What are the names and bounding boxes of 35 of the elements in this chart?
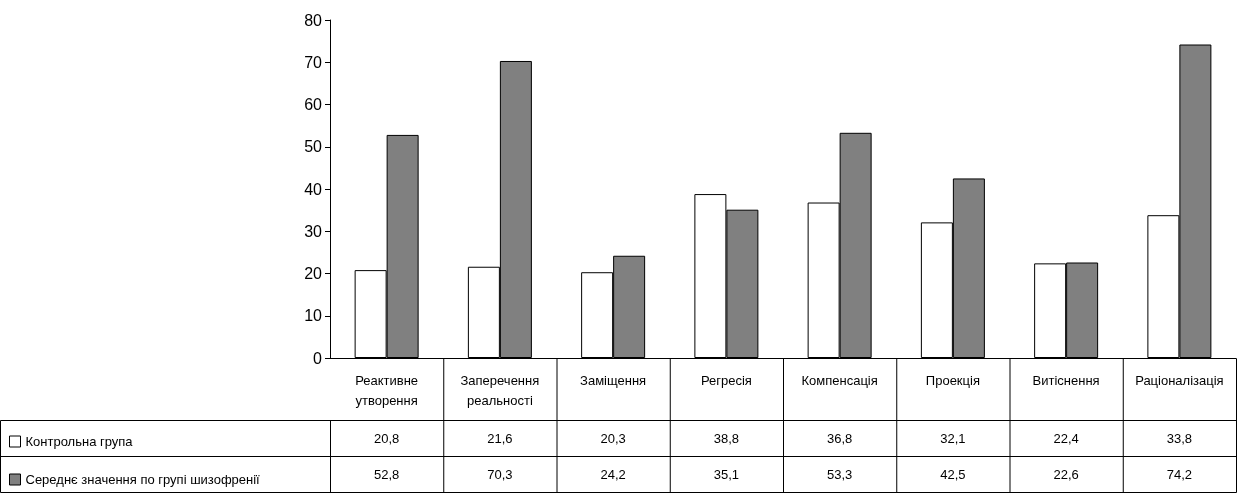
- data-label: 42,5: [940, 466, 966, 482]
- data-label: 38,8: [713, 430, 740, 446]
- x-tick-label: Проекція: [925, 372, 980, 388]
- y-tick-label: 50: [304, 138, 323, 156]
- x-tick-label: Витіснення: [1032, 372, 1100, 388]
- y-tick-label: 20: [304, 265, 323, 282]
- y-tick-label: 70: [304, 53, 323, 71]
- legend-label: Контрольна група: [25, 434, 134, 449]
- data-label: 53,3: [826, 466, 853, 482]
- y-tick-label: 60: [304, 96, 323, 113]
- x-tick-label: Реактивне утворення: [355, 372, 419, 408]
- y-tick-label: 30: [304, 222, 323, 240]
- y-tick-label: 40: [304, 180, 323, 198]
- data-label: 70,3: [487, 466, 513, 482]
- x-tick-label: Регресія: [700, 372, 752, 388]
- data-label: 36,8: [826, 430, 853, 446]
- data-label: 52,8: [373, 466, 400, 482]
- data-label: 35,1: [713, 466, 740, 482]
- data-label: 20,3: [600, 430, 626, 446]
- data-label: 22,6: [1053, 466, 1079, 482]
- data-label: 32,1: [940, 430, 966, 446]
- y-tick-label: 10: [304, 307, 323, 325]
- data-label: 33,8: [1166, 430, 1193, 446]
- data-label: 20,8: [373, 430, 400, 446]
- data-label: 24,2: [600, 466, 626, 482]
- x-tick-label: Заперечення реальності: [460, 372, 540, 408]
- x-tick-label: Раціоналізація: [1135, 372, 1224, 388]
- x-tick-label: Компенсація: [801, 372, 878, 388]
- data-label: 21,6: [487, 430, 513, 446]
- x-tick-label: Заміщення: [580, 372, 647, 388]
- legend-label: Середнє значення по групі шизофренії: [25, 472, 261, 487]
- data-label: 74,2: [1166, 466, 1193, 482]
- y-tick-label: 0: [313, 349, 323, 367]
- y-tick-label: 80: [304, 11, 323, 29]
- data-label: 22,4: [1053, 430, 1079, 446]
